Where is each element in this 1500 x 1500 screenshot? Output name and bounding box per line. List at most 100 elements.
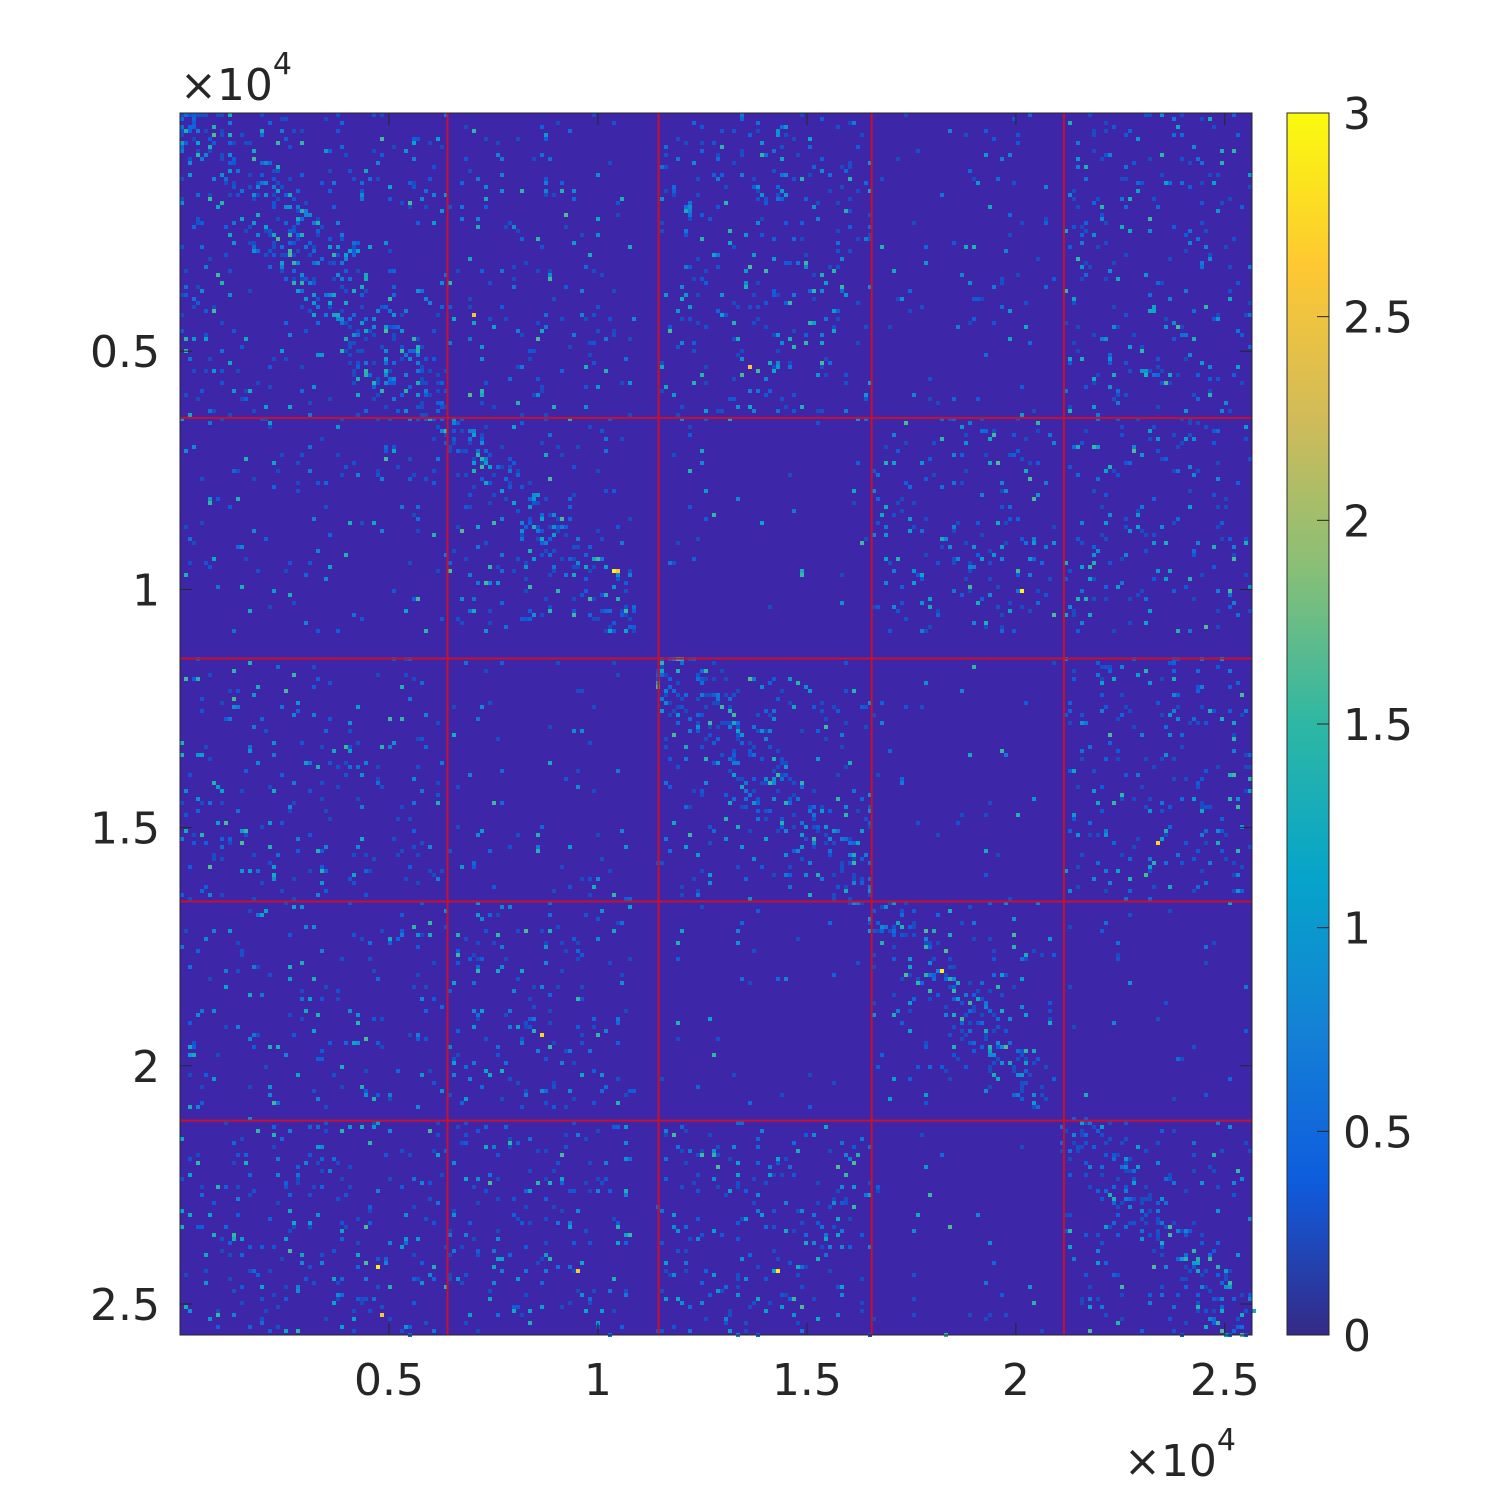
- heatmap-cell: [996, 1017, 1000, 1021]
- heatmap-cell: [892, 569, 896, 573]
- heatmap-cell: [312, 293, 316, 297]
- heatmap-cell: [392, 397, 396, 401]
- heatmap-cell: [688, 209, 692, 213]
- heatmap-cell: [348, 1185, 352, 1189]
- heatmap-cell: [824, 841, 828, 845]
- heatmap-cell: [596, 173, 600, 177]
- heatmap-cell: [384, 325, 388, 329]
- heatmap-cell: [1080, 541, 1084, 545]
- heatmap-cell: [752, 1177, 756, 1181]
- heatmap-cell: [800, 1265, 804, 1269]
- heatmap-cell: [352, 245, 356, 249]
- heatmap-cell: [256, 569, 260, 573]
- heatmap-cell: [252, 249, 256, 253]
- heatmap-cell: [348, 1165, 352, 1169]
- heatmap-cell: [528, 1017, 532, 1021]
- heatmap-cell: [672, 821, 676, 825]
- heatmap-cell: [972, 1041, 976, 1045]
- heatmap-cell: [296, 837, 300, 841]
- heatmap-cell: [824, 833, 828, 837]
- heatmap-cell: [296, 701, 300, 705]
- heatmap-cell: [552, 565, 556, 569]
- heatmap-cell: [852, 877, 856, 881]
- heatmap-cell: [192, 305, 196, 309]
- heatmap-cell: [292, 673, 296, 677]
- heatmap-cell: [524, 261, 528, 265]
- heatmap-cell: [848, 901, 852, 905]
- heatmap-cell: [924, 973, 928, 977]
- heatmap-cell: [880, 929, 884, 933]
- heatmap-cell: [236, 1213, 240, 1217]
- heatmap-cell: [436, 781, 440, 785]
- heatmap-cell: [1148, 369, 1152, 373]
- heatmap-cell: [480, 393, 484, 397]
- heatmap-cell: [1192, 309, 1196, 313]
- heatmap-cell: [524, 1093, 528, 1097]
- heatmap-cell: [1232, 733, 1236, 737]
- heatmap-cell: [752, 177, 756, 181]
- heatmap-cell: [1220, 1149, 1224, 1153]
- heatmap-cell: [1188, 161, 1192, 165]
- heatmap-cell: [424, 1321, 428, 1325]
- heatmap-cell: [712, 761, 716, 765]
- heatmap-cell: [812, 845, 816, 849]
- heatmap-cell: [1152, 373, 1156, 377]
- heatmap-cell: [1232, 237, 1236, 241]
- heatmap-cell: [720, 313, 724, 317]
- heatmap-cell: [1124, 1161, 1128, 1165]
- heatmap-cell: [888, 1097, 892, 1101]
- heatmap-cell: [588, 341, 592, 345]
- heatmap-cell: [812, 165, 816, 169]
- heatmap-cell: [612, 121, 616, 125]
- heatmap-cell: [604, 437, 608, 441]
- heatmap-cell: [1192, 717, 1196, 721]
- heatmap-cell: [1164, 861, 1168, 865]
- heatmap-cell: [748, 1305, 752, 1309]
- heatmap-cell: [932, 441, 936, 445]
- heatmap-cell: [340, 1129, 344, 1133]
- heatmap-cell: [900, 777, 904, 781]
- heatmap-cell: [232, 1289, 236, 1293]
- heatmap-cell: [408, 385, 412, 389]
- heatmap-cell: [928, 961, 932, 965]
- heatmap-cell: [488, 621, 492, 625]
- heatmap-cell: [364, 1037, 368, 1041]
- heatmap-cell: [412, 777, 416, 781]
- heatmap-cell: [280, 117, 284, 121]
- heatmap-cell: [1152, 497, 1156, 501]
- heatmap-cell: [376, 977, 380, 981]
- heatmap-cell: [572, 189, 576, 193]
- heatmap-cell: [1200, 1285, 1204, 1289]
- heatmap-cell: [1112, 125, 1116, 129]
- heatmap-cell: [432, 1221, 436, 1225]
- heatmap-cell: [1104, 241, 1108, 245]
- heatmap-cell: [500, 445, 504, 449]
- heatmap-cell: [780, 173, 784, 177]
- heatmap-cell: [448, 989, 452, 993]
- heatmap-cell: [492, 325, 496, 329]
- heatmap-cell: [996, 1057, 1000, 1061]
- heatmap-cell: [1100, 1165, 1104, 1169]
- heatmap-cell: [256, 965, 260, 969]
- heatmap-cell: [1036, 429, 1040, 433]
- heatmap-cell: [568, 497, 572, 501]
- heatmap-cell: [464, 1233, 468, 1237]
- heatmap-cell: [268, 861, 272, 865]
- heatmap-cell: [276, 189, 280, 193]
- heatmap-cell: [1012, 985, 1016, 989]
- heatmap-cell: [360, 837, 364, 841]
- heatmap-cell: [688, 1329, 692, 1333]
- heatmap-cell: [416, 945, 420, 949]
- heatmap-cell: [724, 693, 728, 697]
- heatmap-cell: [388, 377, 392, 381]
- heatmap-cell: [360, 349, 364, 353]
- heatmap-cell: [240, 189, 244, 193]
- heatmap-cell: [1116, 869, 1120, 873]
- heatmap-cell: [288, 405, 292, 409]
- heatmap-cell: [1172, 693, 1176, 697]
- heatmap-cell: [1168, 1233, 1172, 1237]
- heatmap-cell: [284, 253, 288, 257]
- heatmap-cell: [592, 617, 596, 621]
- heatmap-cell: [380, 929, 384, 933]
- heatmap-cell: [612, 661, 616, 665]
